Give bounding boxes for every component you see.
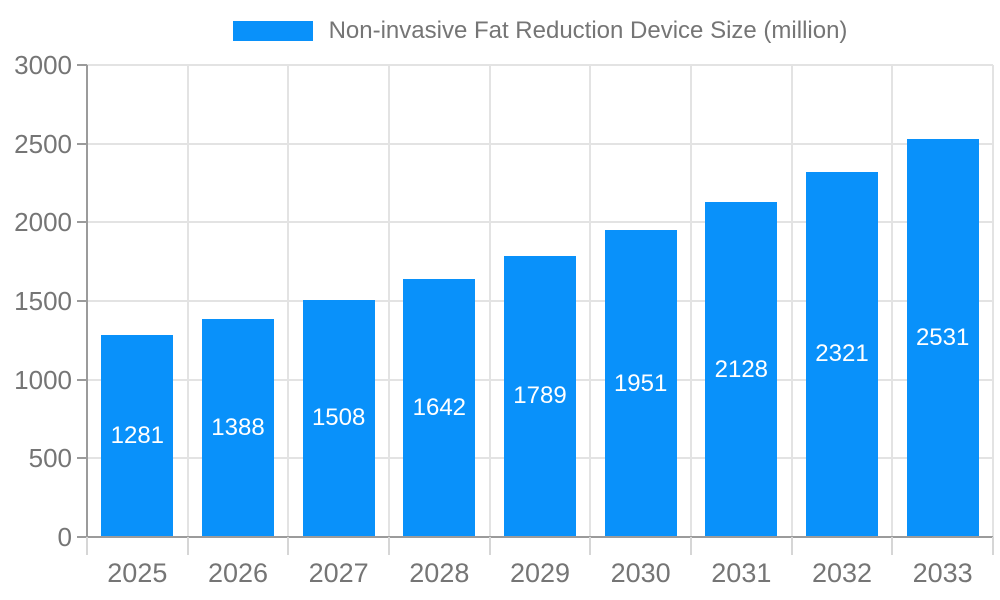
bar-value-label: 1388 xyxy=(211,413,265,441)
v-gridline xyxy=(388,65,390,537)
x-tick xyxy=(186,537,189,555)
v-gridline xyxy=(790,65,793,537)
x-tick xyxy=(86,537,88,555)
bar-value-label: 2128 xyxy=(714,355,769,383)
chart-legend[interactable]: Non-invasive Fat Reduction Device Size (… xyxy=(87,14,993,48)
x-tick-label: 2026 xyxy=(207,558,269,588)
bar[interactable]: 1951 xyxy=(604,230,677,537)
v-gridline xyxy=(690,65,692,537)
x-tick-label: 2025 xyxy=(107,558,168,588)
x-tick xyxy=(287,537,290,555)
bar[interactable]: 1281 xyxy=(101,335,174,537)
y-axis-line xyxy=(86,65,88,555)
y-tick-label: 1000 xyxy=(14,364,72,395)
bar-value-label: 1508 xyxy=(311,404,366,432)
v-gridline xyxy=(186,65,189,537)
plot-area: 1281 1388 1508 1642 1789 1951 2128 2321 2531 xyxy=(87,64,994,537)
v-gridline xyxy=(488,65,491,537)
y-tick-label: 3000 xyxy=(14,50,72,80)
y-tick-label: 500 xyxy=(28,443,72,474)
h-gridline xyxy=(87,64,993,66)
x-tick xyxy=(992,537,994,555)
bar[interactable]: 1789 xyxy=(504,255,576,537)
y-tick-label: 0 xyxy=(57,522,72,552)
x-tick xyxy=(388,537,390,555)
x-tick xyxy=(690,537,692,555)
x-tick-label: 2029 xyxy=(509,558,571,588)
bar-value-label: 1281 xyxy=(110,422,165,450)
x-tick-label: 2028 xyxy=(409,558,470,588)
v-gridline xyxy=(287,65,290,537)
x-tick xyxy=(891,537,894,555)
y-tick xyxy=(77,64,87,66)
x-axis-line xyxy=(87,536,993,538)
bar-value-label: 1951 xyxy=(613,369,668,397)
x-tick-label: 2031 xyxy=(711,558,772,588)
bar[interactable]: 2128 xyxy=(705,202,778,537)
bar-value-label: 2321 xyxy=(815,340,869,368)
y-tick xyxy=(77,142,87,145)
h-gridline xyxy=(87,221,993,224)
bar[interactable]: 1508 xyxy=(302,299,375,537)
y-tick xyxy=(77,221,87,224)
x-tick-label: 2033 xyxy=(912,558,973,588)
y-tick-label: 2500 xyxy=(14,128,72,159)
y-tick-label: 2000 xyxy=(14,207,72,238)
x-tick xyxy=(488,537,491,555)
y-tick xyxy=(77,378,87,381)
bar[interactable]: 2321 xyxy=(806,171,878,537)
v-gridline xyxy=(992,65,994,537)
bar-value-label: 1789 xyxy=(513,382,567,410)
y-tick xyxy=(77,457,87,460)
y-tick-label: 1500 xyxy=(14,286,72,316)
bar[interactable]: 1388 xyxy=(202,318,274,537)
legend-swatch-icon xyxy=(232,21,313,41)
x-tick-label: 2030 xyxy=(610,558,671,588)
x-tick-label: 2027 xyxy=(308,558,369,588)
bar[interactable]: 2531 xyxy=(906,138,979,537)
bar[interactable]: 1642 xyxy=(403,278,476,537)
x-tick xyxy=(790,537,793,555)
h-gridline xyxy=(87,142,993,145)
x-tick xyxy=(589,537,592,555)
bar-value-label: 1642 xyxy=(412,393,467,421)
legend-label: Non-invasive Fat Reduction Device Size (… xyxy=(328,17,848,44)
bar-value-label: 2531 xyxy=(915,323,970,351)
v-gridline xyxy=(589,65,592,537)
y-tick xyxy=(77,300,87,302)
y-tick xyxy=(77,536,87,538)
x-tick-label: 2032 xyxy=(811,558,873,588)
v-gridline xyxy=(891,65,894,537)
